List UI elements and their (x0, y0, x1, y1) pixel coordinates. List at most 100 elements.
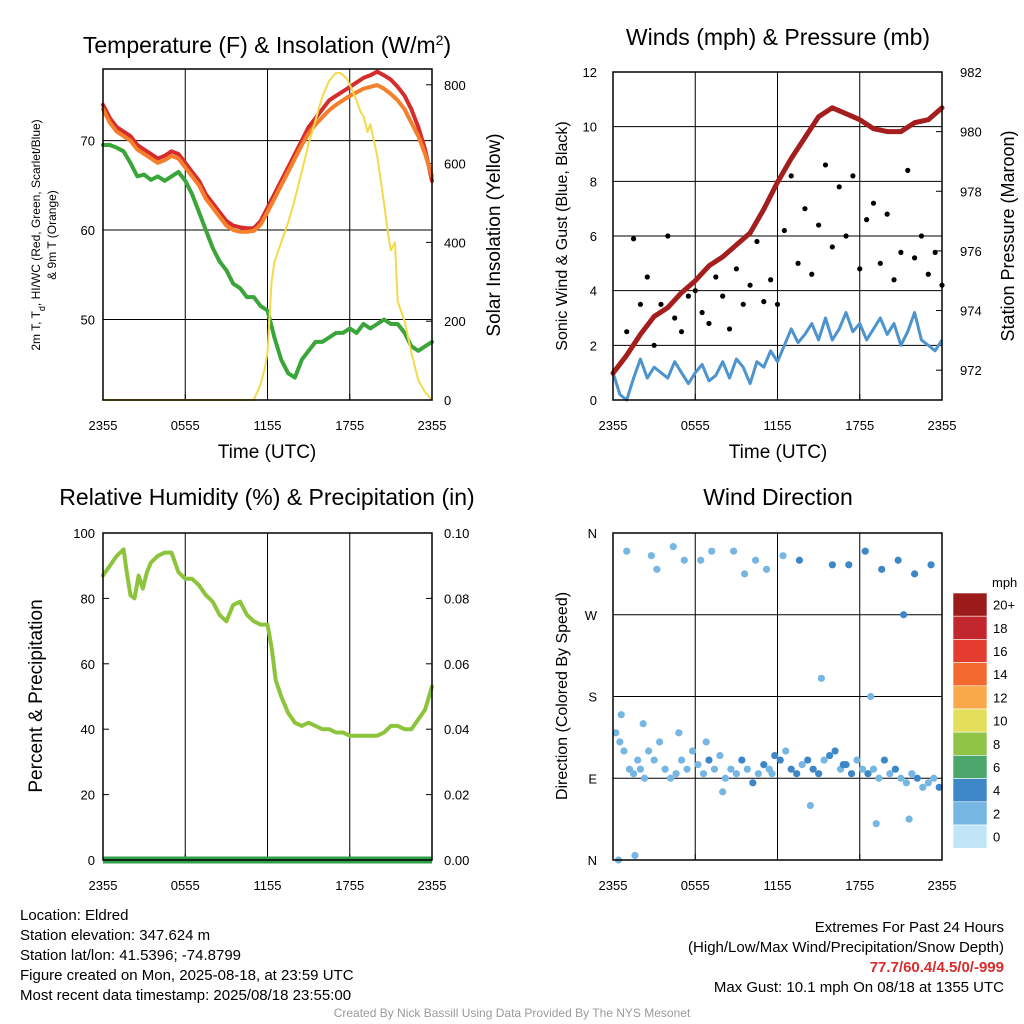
direction-point (839, 761, 847, 769)
y-tick-label-right: 978 (960, 184, 982, 199)
direction-point (666, 774, 675, 782)
direction-point (680, 556, 688, 564)
direction-point (702, 738, 710, 746)
direction-point (845, 561, 853, 569)
y-tick-label: E (588, 771, 597, 786)
legend-swatch (952, 615, 988, 640)
x-tick-label: 1155 (764, 878, 792, 893)
chart-panel-1: 2355 0555 1155 1755 2355 50 60 70 0 200 400 600 800 T… (29, 32, 505, 463)
legend-label: 16 (993, 644, 1007, 659)
direction-point (760, 761, 768, 769)
chart-title: Winds (mph) & Pressure (mb) (626, 24, 930, 50)
gust-point (877, 260, 883, 266)
gust-point (918, 233, 925, 239)
gust-point (774, 301, 781, 307)
y-axis-label-right-text: Station Pressure (Maroon) (998, 130, 1018, 341)
direction-point (913, 774, 921, 782)
gust-point (644, 274, 650, 280)
gust-point (754, 238, 760, 245)
direction-point (697, 556, 705, 564)
y-tick-label-right: 0.06 (444, 657, 469, 672)
y-tick-label: 40 (81, 722, 95, 737)
gust-point (788, 173, 794, 179)
y-tick-label-right: 0 (444, 393, 451, 408)
direction-point (820, 756, 828, 764)
y-tick-label-right: 0.10 (444, 526, 469, 541)
direction-point (894, 556, 902, 564)
gust-point (829, 244, 835, 250)
speed-legend: mph 20+ 18 16 14 12 10 8 6 4 2 0 (952, 575, 1017, 849)
y-tick-label-right: 976 (960, 244, 982, 259)
gust-point (898, 249, 904, 255)
y-axis-label-left: Direction (Colored By Speed) (554, 592, 571, 800)
gust-point (713, 274, 719, 280)
direction-point (817, 674, 825, 682)
y-tick-label-right: 800 (444, 78, 466, 93)
direction-point (864, 770, 872, 778)
direction-point (867, 692, 875, 701)
direction-point (902, 779, 910, 787)
direction-point (924, 779, 932, 787)
gust-point (864, 217, 870, 223)
y-tick-label: 10 (583, 120, 597, 135)
gust-point (672, 315, 678, 321)
gust-point (699, 309, 705, 316)
gust-point (870, 200, 877, 206)
direction-point (762, 565, 771, 573)
station-info: Location: Eldred Station elevation: 347.… (20, 906, 354, 1006)
x-tick-label: 2355 (599, 418, 628, 433)
legend-swatch (952, 778, 988, 803)
direction-point (910, 570, 919, 578)
y-tick-label: 20 (81, 788, 95, 803)
direction-point (732, 770, 740, 778)
gust-point (905, 167, 911, 173)
legend-label: 14 (993, 667, 1007, 682)
plot-border (102, 68, 433, 401)
direction-point (708, 547, 716, 555)
legend-label: 6 (993, 760, 1000, 775)
latlon-text: Station lat/lon: 41.5396; -74.8799 (20, 947, 242, 964)
created-text: Figure created on Mon, 2025-08-18, at 23… (20, 967, 354, 984)
y-tick-label-right: 400 (444, 235, 466, 250)
direction-point (828, 561, 836, 569)
series-line-temp_orange (101, 83, 434, 234)
extremes-subtitle: (High/Low/Max Wind/Precipitation/Snow De… (688, 939, 1004, 956)
y-axis-label-right: Solar Insolation (Yellow) (484, 133, 505, 336)
gust-point (822, 162, 829, 168)
direction-point (847, 770, 856, 778)
direction-point (751, 556, 760, 564)
legend-swatch (952, 755, 988, 779)
direction-point (749, 779, 757, 787)
gust-point (911, 255, 918, 261)
direction-point (905, 815, 913, 823)
max-gust-text: Max Gust: 10.1 mph On 08/18 at 1355 UTC (713, 979, 1004, 996)
y-axis-label-left-text: Direction (Colored By Speed) (554, 592, 571, 800)
direction-point (853, 756, 861, 764)
direction-point (738, 756, 746, 764)
y-axis-label-left: Sonic Wind & Gust (Blue, Black) (554, 121, 571, 350)
y-axis-label-left-text: Sonic Wind & Gust (Blue, Black) (554, 121, 571, 350)
direction-point (779, 552, 787, 560)
direction-point (699, 770, 708, 778)
x-axis-label: Time (UTC) (218, 442, 317, 463)
y-tick-label: 50 (81, 312, 95, 327)
plot-border (612, 532, 943, 861)
y-tick-label: 80 (81, 591, 95, 606)
y-tick-label-right: 0.04 (444, 722, 469, 737)
extremes-info: Extremes For Past 24 Hours (High/Low/Max… (688, 918, 1004, 998)
direction-point (776, 756, 784, 764)
x-tick-label: 1155 (254, 878, 282, 893)
gust-point (651, 342, 657, 348)
x-tick-label: 0555 (171, 418, 200, 433)
chart-title: Temperature (F) & Insolation (W/m2) (83, 32, 451, 58)
direction-point (900, 611, 908, 619)
gust-point (740, 301, 746, 307)
legend-swatch (952, 731, 988, 756)
x-tick-label: 1755 (845, 418, 874, 433)
legend-swatch (952, 662, 988, 687)
gust-point (720, 293, 726, 299)
direction-point (927, 561, 935, 569)
x-tick-label: 2355 (418, 418, 447, 433)
plot-border (612, 71, 943, 401)
